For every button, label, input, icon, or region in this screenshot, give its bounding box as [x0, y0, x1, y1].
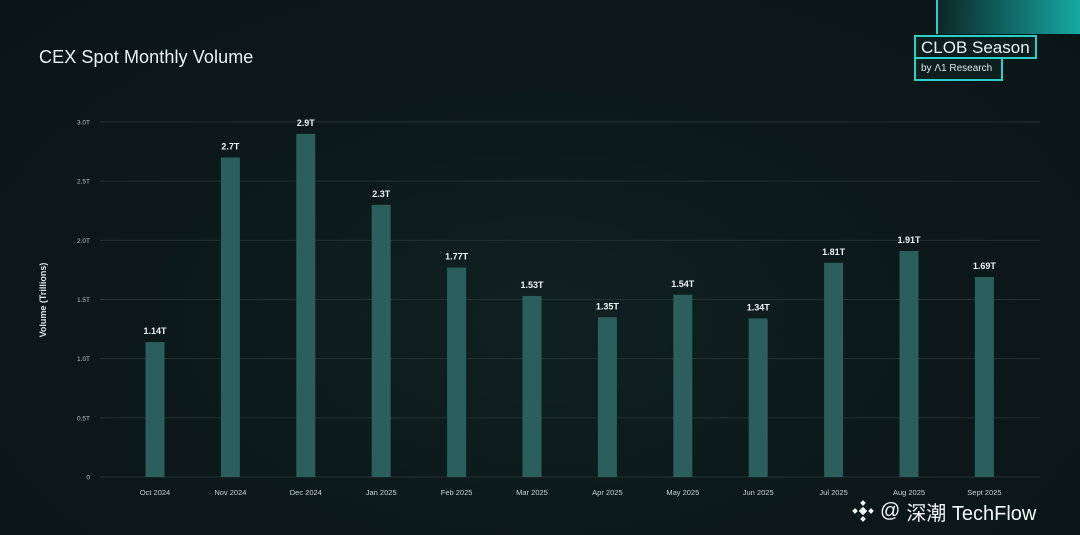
data-label: 1.77T	[445, 252, 469, 262]
brand-byline: by Λ1 Research	[914, 59, 1003, 81]
y-axis-label: Volume (Trillions)	[38, 263, 48, 338]
bar	[522, 295, 542, 477]
bar	[371, 204, 391, 478]
x-tick-label: Dec 2024	[290, 488, 322, 497]
x-tick-label: Apr 2025	[592, 488, 622, 497]
data-label: 1.91T	[897, 235, 921, 245]
y-tick-label: 2.5T	[77, 179, 90, 186]
bars	[145, 133, 994, 478]
grid-lines	[100, 121, 1040, 478]
data-label: 2.3T	[372, 189, 391, 199]
bar	[597, 317, 617, 477]
data-label: 1.35T	[596, 301, 620, 311]
y-tick-label: 2.0T	[77, 238, 90, 245]
data-label: 1.34T	[747, 302, 771, 312]
x-tick-label: Jan 2025	[366, 488, 397, 497]
data-label: 1.14T	[143, 326, 167, 336]
data-label: 1.81T	[822, 247, 846, 257]
x-tick-label: Feb 2025	[441, 488, 473, 497]
y-tick-label: 0.5T	[77, 415, 90, 422]
y-axis-ticks: 0 0.5T 1.0T 1.5T 2.0T 2.5T 3.0T	[77, 120, 90, 482]
bar	[673, 294, 693, 477]
bar	[220, 157, 240, 477]
x-axis-ticks: Oct 2024 Nov 2024 Dec 2024 Jan 2025 Feb 2025…	[140, 488, 1002, 497]
watermark-at: @	[880, 499, 901, 522]
bar	[447, 267, 467, 477]
y-tick-label: 1.0T	[77, 356, 90, 363]
bar	[145, 342, 165, 477]
data-label: 1.69T	[973, 261, 997, 271]
bar	[899, 250, 919, 477]
watermark: @ 深潮 TechFlow	[852, 498, 1037, 525]
x-tick-label: Jun 2025	[743, 488, 774, 497]
watermark-text: 深潮 TechFlow	[906, 502, 1037, 525]
y-tick-label: 0	[86, 475, 90, 482]
brand-badge: CLOB Season by Λ1 Research	[914, 35, 1037, 81]
brand-name: CLOB Season	[914, 35, 1037, 59]
bar	[748, 318, 768, 477]
data-label: 1.53T	[520, 280, 544, 290]
x-tick-label: May 2025	[666, 488, 699, 497]
x-tick-label: Jul 2025	[819, 488, 847, 497]
data-label: 2.9T	[297, 118, 316, 128]
diamond-logo-icon	[852, 500, 874, 522]
y-tick-label: 1.5T	[77, 297, 90, 304]
x-tick-label: Oct 2024	[140, 488, 170, 497]
bar	[824, 262, 844, 477]
x-tick-label: Nov 2024	[214, 488, 246, 497]
y-tick-label: 3.0T	[77, 120, 90, 127]
chart-title: CEX Spot Monthly Volume	[39, 47, 254, 67]
x-tick-label: Mar 2025	[516, 488, 548, 497]
corner-accent-band	[936, 0, 1080, 34]
bar	[974, 277, 994, 477]
x-tick-label: Aug 2025	[893, 488, 925, 497]
data-label: 1.54T	[671, 279, 695, 289]
data-labels: 1.14T 2.7T 2.9T 2.3T 1.77T 1.53T 1.35T 1.54T 1.3…	[143, 118, 996, 336]
bar	[296, 133, 316, 478]
x-tick-label: Sept 2025	[967, 488, 1001, 497]
data-label: 2.7T	[221, 142, 240, 152]
